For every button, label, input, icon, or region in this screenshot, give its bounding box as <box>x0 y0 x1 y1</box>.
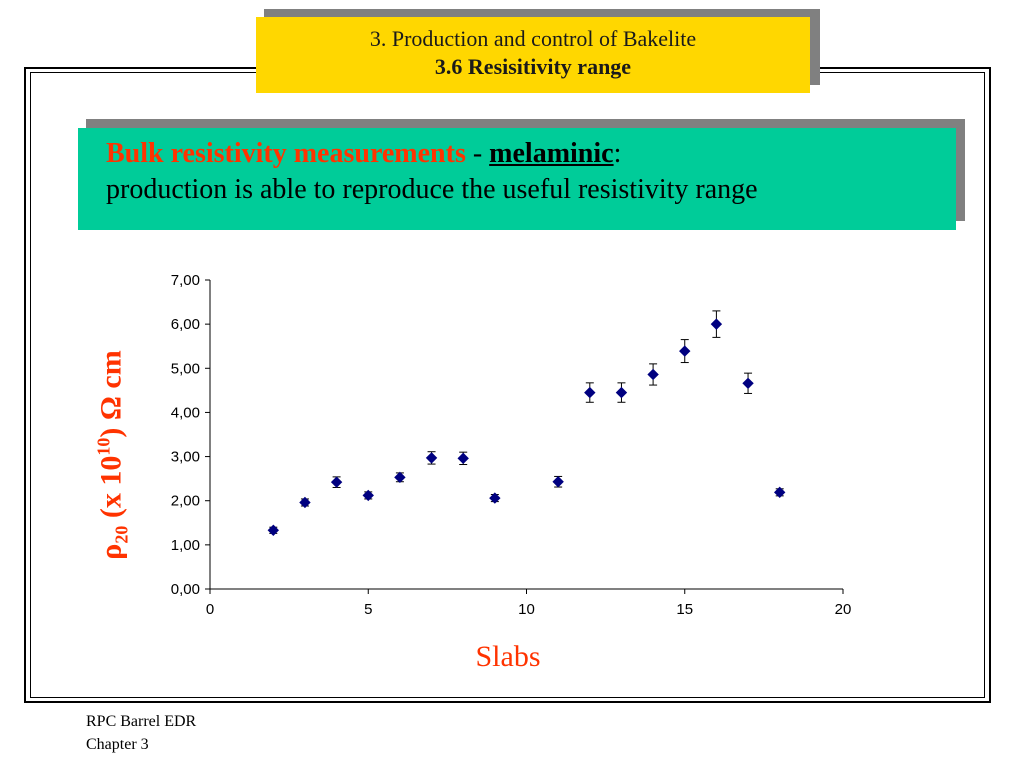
section-title: 3. Production and control of Bakelite <box>369 26 697 51</box>
x-tick-label: 15 <box>676 601 693 618</box>
x-tick-label: 20 <box>835 601 852 618</box>
banner-highlight: Bulk resistivity measurements <box>106 138 466 169</box>
y-label-sup: 10 <box>93 437 114 456</box>
data-point <box>394 471 406 484</box>
footer-document: RPC Barrel EDR <box>86 713 197 730</box>
data-point <box>457 452 469 465</box>
y-label-rho: ρ <box>94 543 128 560</box>
x-tick-label: 10 <box>518 601 535 618</box>
x-axis-label: Slabs <box>475 640 541 673</box>
banner-box: Bulk resistivity measurements - melamini… <box>78 128 956 230</box>
y-label-end: ) Ω cm <box>94 350 128 438</box>
y-tick-label: 5,00 <box>171 360 200 377</box>
data-point <box>647 368 659 381</box>
data-point <box>615 386 628 399</box>
footer-chapter: Chapter 3 <box>86 736 149 753</box>
y-label-sub: 20 <box>111 525 132 544</box>
data-point <box>584 386 596 399</box>
x-tick-label: 5 <box>364 601 372 618</box>
y-tick-label: 4,00 <box>171 404 200 421</box>
data-point <box>425 452 438 464</box>
data-point <box>679 345 691 357</box>
data-point <box>489 492 501 504</box>
y-tick-label: 3,00 <box>171 449 200 466</box>
data-point <box>710 318 723 330</box>
subsection-title: 3.6 Resisitivity range <box>434 54 632 79</box>
data-point <box>299 496 311 509</box>
data-point <box>773 486 786 499</box>
y-label-mid: (x 10 <box>94 455 128 526</box>
data-point <box>742 377 754 390</box>
data-point <box>362 489 374 502</box>
y-tick-label: 6,00 <box>171 316 200 333</box>
y-axis-label: ρ20 (x 1010) Ω cm <box>94 350 133 559</box>
y-tick-label: 0,00 <box>171 581 200 598</box>
y-tick-label: 7,00 <box>171 272 200 289</box>
banner-dash: - <box>465 138 490 169</box>
data-point <box>552 476 564 488</box>
title-box: 3. Production and control of Bakelite 3.… <box>256 17 810 93</box>
data-point <box>267 524 280 536</box>
y-tick-label: 1,00 <box>171 537 200 554</box>
y-tick-label: 2,00 <box>171 493 200 510</box>
banner-material: melaminic <box>489 138 614 169</box>
x-tick-label: 0 <box>206 601 214 618</box>
banner-colon: : <box>613 138 622 169</box>
slide-footer: RPC Barrel EDR Chapter 3 <box>86 710 196 756</box>
data-point <box>330 476 343 488</box>
banner-statement: production is able to reproduce the usef… <box>106 174 758 205</box>
banner-heading: Bulk resistivity measurements - melamini… <box>106 136 956 172</box>
